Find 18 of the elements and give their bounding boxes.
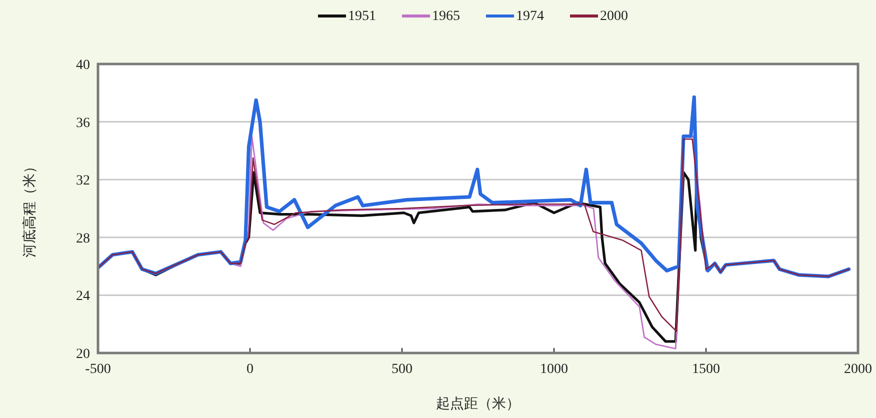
y-tick-label: 24	[76, 289, 90, 304]
legend-label: 2000	[600, 9, 628, 24]
y-tick-label: 40	[76, 58, 90, 73]
x-tick-label: 2000	[844, 362, 872, 377]
x-axis-title: 起点距（米）	[436, 396, 520, 412]
x-tick-label: -500	[85, 362, 111, 377]
x-tick-label: 500	[392, 362, 412, 377]
legend-label: 1951	[348, 9, 376, 24]
y-tick-label: 20	[76, 347, 90, 362]
y-tick-label: 36	[76, 116, 90, 131]
legend-label: 1974	[516, 9, 544, 24]
y-tick-label: 32	[76, 174, 90, 189]
y-axis-title: 河底高程（米）	[22, 160, 38, 258]
y-tick-label: 28	[76, 231, 90, 246]
x-tick-label: 0	[246, 362, 254, 377]
legend-label: 1965	[432, 9, 460, 24]
x-tick-label: 1500	[692, 362, 720, 377]
x-tick-label: 1000	[540, 362, 568, 377]
